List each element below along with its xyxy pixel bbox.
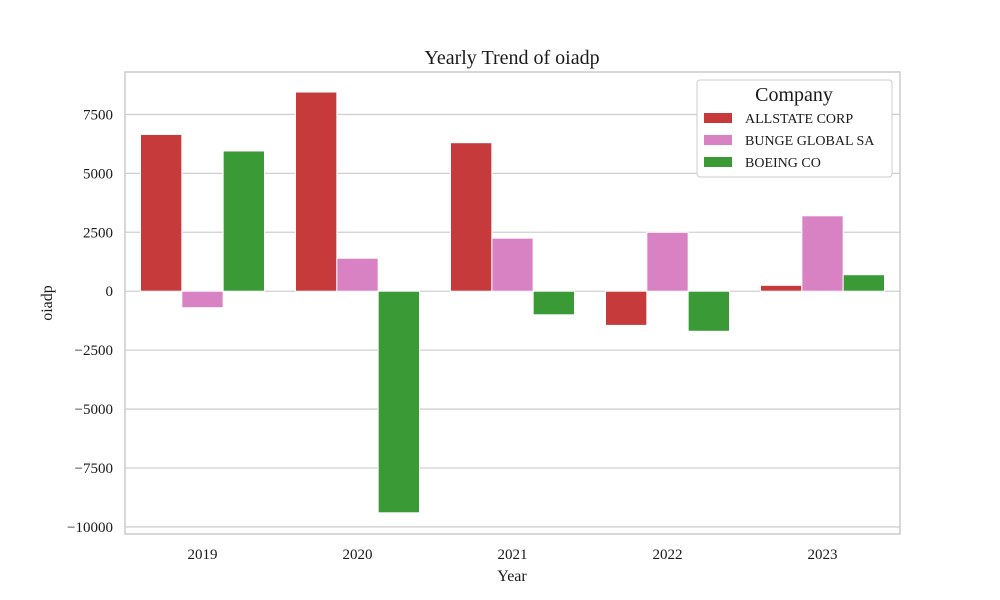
bar-boeing-co-2019 — [222, 150, 266, 292]
x-tick-label: 2022 — [653, 547, 683, 563]
bar-allstate-corp-2019 — [140, 133, 183, 292]
legend-swatch — [704, 113, 732, 123]
x-tick-label: 2021 — [498, 547, 528, 563]
legend-swatch — [704, 135, 732, 145]
bar-boeing-co-2023 — [842, 274, 886, 292]
legend: Company ALLSTATE CORP BUNGE GLOBAL SA BOEI… — [696, 79, 893, 178]
legend-box — [696, 79, 893, 178]
legend-swatch — [704, 157, 732, 167]
x-tick-label: 2019 — [188, 547, 218, 563]
plot-frame — [124, 71, 901, 535]
bar-allstate-corp-2022 — [605, 290, 648, 326]
bar-bunge-global-sa-2021 — [491, 237, 534, 292]
y-tick-label: 0 — [106, 284, 114, 300]
y-tick-label: −10000 — [67, 520, 113, 536]
legend-label: ALLSTATE CORP — [745, 112, 853, 127]
bar-bunge-global-sa-2022 — [646, 231, 689, 292]
bar-boeing-co-2022 — [687, 290, 731, 332]
bar-bunge-global-sa-2020 — [336, 257, 379, 292]
legend-label: BUNGE GLOBAL SA — [745, 134, 875, 149]
bar-bunge-global-sa-2019 — [181, 290, 224, 309]
y-tick-label: −5000 — [75, 402, 113, 418]
legend-items: ALLSTATE CORP BUNGE GLOBAL SA BOEING CO — [704, 112, 875, 171]
y-tick-label: 2500 — [83, 225, 113, 241]
y-tick-label: 7500 — [83, 107, 113, 123]
x-axis-title: Year — [497, 568, 527, 585]
bar-bunge-global-sa-2023 — [801, 215, 844, 292]
y-axis-title: oiadp — [39, 285, 56, 321]
x-tick-labels: 2019 2020 2021 2022 2023 — [188, 547, 838, 563]
y-tick-labels: −10000 −7500 −5000 −2500 0 2500 5000 7500 — [67, 107, 113, 536]
bar-allstate-corp-2023 — [760, 284, 803, 292]
bar-boeing-co-2020 — [377, 290, 420, 514]
x-tick-label: 2023 — [808, 547, 838, 563]
bar-boeing-co-2021 — [532, 290, 576, 316]
y-tick-label: 5000 — [83, 166, 113, 182]
y-tick-label: −2500 — [75, 343, 113, 359]
bar-allstate-corp-2021 — [450, 142, 493, 292]
bar-allstate-corp-2020 — [295, 91, 338, 292]
x-tick-label: 2020 — [343, 547, 373, 563]
chart-title: Yearly Trend of oiadp — [424, 47, 599, 69]
legend-title: Company — [755, 84, 833, 106]
legend-label: BOEING CO — [745, 156, 821, 171]
bars — [140, 91, 886, 514]
y-tick-label: −7500 — [75, 461, 113, 477]
